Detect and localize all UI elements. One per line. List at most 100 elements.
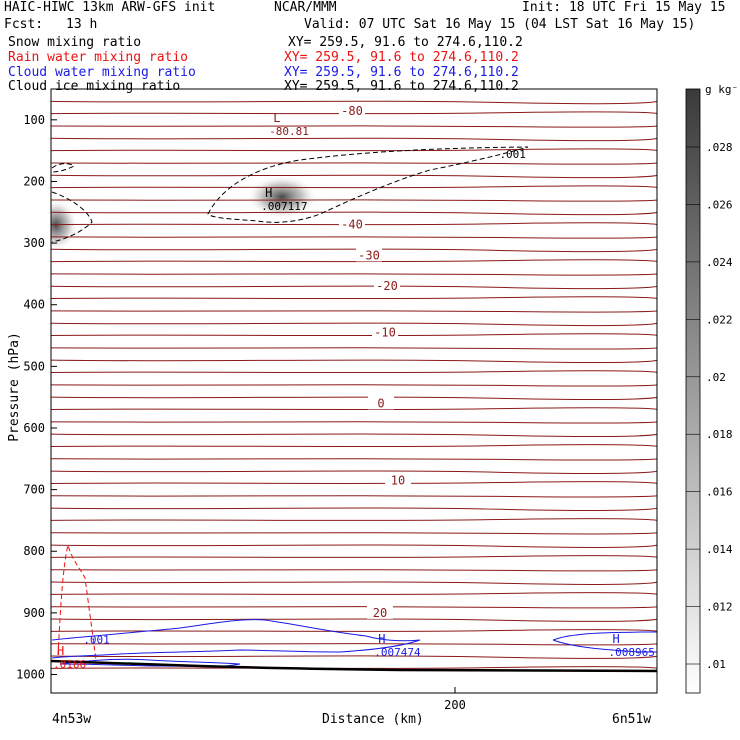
temp-label-bg — [356, 248, 382, 262]
y-tick-label: 300 — [23, 236, 45, 250]
y-tick-label: 1000 — [16, 668, 45, 682]
colorbar-tick-label: .028 — [706, 141, 733, 154]
field-cloudwater-label: Cloud water mixing ratio — [8, 65, 196, 80]
temp-label-bg — [385, 473, 411, 487]
extremum-value: .007117 — [261, 200, 307, 213]
temp-contour-label: 10 — [391, 473, 405, 487]
temperature-contour — [51, 643, 657, 646]
y-tick-label: 600 — [23, 421, 45, 435]
x-axis-label: Distance (km) — [322, 712, 424, 727]
model-title: HAIC-HIWC 13km ARW-GFS init — [4, 0, 216, 15]
temperature-contour — [51, 273, 657, 276]
colorbar-tick-label: .024 — [706, 256, 733, 269]
temperature-contour — [51, 137, 657, 142]
temperature-contour — [51, 518, 657, 521]
x-right-end-label: 6n51w — [612, 712, 652, 727]
extremum-value: .007474 — [374, 646, 421, 659]
center-label: NCAR/MMM — [274, 0, 337, 15]
snow-contour — [207, 146, 529, 223]
temperature-contour — [51, 532, 657, 535]
extremum-marker: H — [613, 632, 620, 646]
temperature-contour — [51, 322, 657, 327]
temp-contour-label: -30 — [358, 248, 380, 262]
snow-maximum-shading — [246, 175, 318, 219]
x-left-end-label: 4n53w — [52, 712, 92, 727]
colorbar-unit: g kg⁻¹ — [705, 83, 740, 96]
field-cloudwater-xy: XY= 259.5, 91.6 to 274.6,110.2 — [284, 65, 519, 80]
temperature-contour — [51, 125, 657, 128]
field-rain-label: Rain water mixing ratio — [8, 50, 189, 65]
temperature-contour — [51, 211, 657, 216]
temp-contour-label: -40 — [341, 218, 363, 232]
temperature-contour — [51, 259, 657, 263]
snow-edge-contour-2 — [51, 163, 75, 173]
colorbar-tick-label: .018 — [706, 428, 733, 441]
terrain-line — [51, 659, 657, 673]
field-cloudice-xy: XY= 259.5, 91.6 to 274.6,110.2 — [284, 79, 519, 94]
fcst-label: Fcst: — [4, 17, 44, 32]
temperature-contour — [51, 629, 657, 632]
cloud-water-contour-2 — [59, 658, 241, 667]
cloud-water-contour-3 — [552, 631, 657, 641]
temp-label-bg — [368, 396, 394, 410]
plot-frame — [50, 88, 658, 694]
temperature-contour — [51, 174, 657, 179]
temperature-contour — [51, 248, 657, 253]
field-snow-xy: XY= 259.5, 91.6 to 274.6,110.2 — [288, 35, 523, 50]
colorbar-tick-label: .016 — [706, 486, 733, 499]
temperature-contour — [51, 458, 657, 461]
temperature-contour — [51, 185, 657, 189]
temperature-contour — [51, 592, 657, 595]
valid-time: Valid: 07 UTC Sat 16 May 15 (04 LST Sat … — [304, 17, 696, 32]
temperature-contour — [51, 199, 657, 202]
colorbar-tick-label: .012 — [706, 601, 733, 614]
y-tick-label: 700 — [23, 483, 45, 497]
snow-edge-contour — [51, 191, 93, 243]
colorbar-tick-label: .022 — [706, 313, 733, 326]
extremum-marker: L — [273, 111, 280, 125]
temperature-contour — [51, 581, 657, 585]
temperature-contour — [51, 310, 657, 313]
temperature-contour — [51, 396, 657, 401]
y-tick-label: 800 — [23, 544, 45, 558]
temperature-contour — [51, 666, 657, 669]
field-snow-label: Snow mixing ratio — [8, 35, 142, 50]
y-tick-label: 900 — [23, 606, 45, 620]
temperature-contour — [51, 606, 657, 609]
colorbar-tick-label: .026 — [706, 198, 733, 211]
temperature-contour — [51, 495, 657, 498]
temperature-contour — [51, 285, 657, 290]
temperature-contour — [51, 544, 657, 548]
x-tick-label: 200 — [444, 698, 466, 712]
temp-label-bg — [367, 605, 393, 619]
temperature-contour — [51, 359, 657, 364]
contour-value-label: .001 — [83, 634, 110, 647]
extremum-value: .008965 — [609, 646, 655, 659]
temperature-contour — [51, 433, 657, 437]
temperature-contour — [51, 111, 657, 115]
temp-label-bg — [374, 279, 400, 293]
temperature-contour — [51, 444, 657, 448]
temperature-contour — [51, 470, 657, 474]
temperature-contour — [51, 370, 657, 374]
colorbar-tick-label: .02 — [706, 371, 726, 384]
temperature-contour — [51, 421, 657, 424]
y-tick-label: 100 — [23, 113, 45, 127]
temp-contour-label: -20 — [376, 279, 398, 293]
field-rain-xy: XY= 259.5, 91.6 to 274.6,110.2 — [284, 50, 519, 65]
temperature-contour — [51, 481, 657, 485]
field-cloudice-label: Cloud ice mixing ratio — [8, 79, 181, 94]
temperature-contour — [51, 569, 657, 572]
temp-contour-label: -80 — [341, 104, 363, 118]
temperature-contour — [51, 407, 657, 411]
temp-contour-label: -10 — [374, 325, 396, 339]
y-axis-label: Pressure (hPa) — [7, 332, 22, 442]
colorbar-tick-label: .014 — [706, 543, 733, 556]
temperature-contour — [51, 333, 657, 337]
init-time: Init: 18 UTC Fri 15 May 15 — [522, 0, 726, 15]
fcst-value: 13 h — [66, 17, 98, 32]
y-tick-label: 200 — [23, 174, 45, 188]
temp-label-bg — [372, 325, 398, 339]
cloud-water-contour-4 — [552, 639, 657, 653]
temperature-contour — [51, 236, 657, 239]
